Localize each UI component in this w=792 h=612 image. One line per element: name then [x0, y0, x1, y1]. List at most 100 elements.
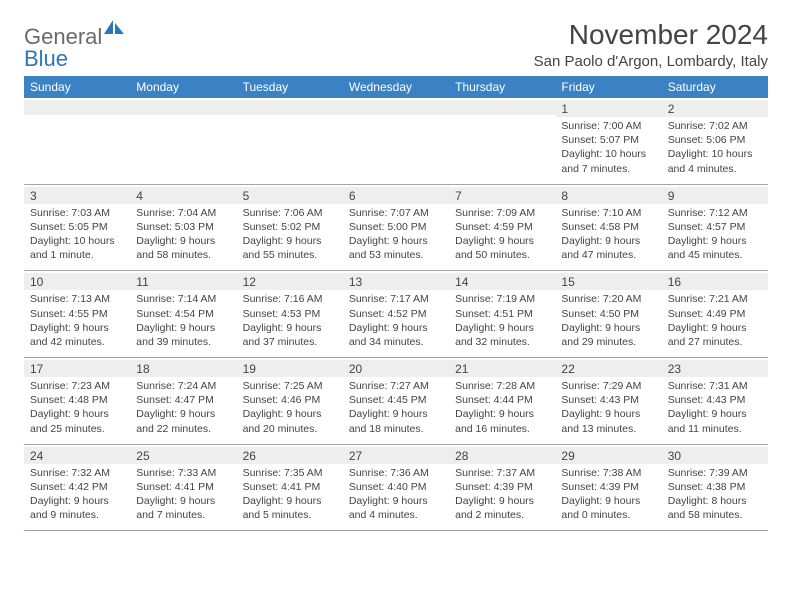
dow-tue: Tuesday [237, 76, 343, 98]
dow-fri: Friday [555, 76, 661, 98]
sunrise-text: Sunrise: 7:20 AM [561, 292, 655, 306]
sunset-text: Sunset: 4:42 PM [30, 480, 124, 494]
day-info: Sunrise: 7:33 AMSunset: 4:41 PMDaylight:… [136, 466, 230, 523]
day-info: Sunrise: 7:12 AMSunset: 4:57 PMDaylight:… [668, 206, 762, 263]
day-cell: 5Sunrise: 7:06 AMSunset: 5:02 PMDaylight… [237, 184, 343, 271]
day-cell: 7Sunrise: 7:09 AMSunset: 4:59 PMDaylight… [449, 184, 555, 271]
day-info: Sunrise: 7:39 AMSunset: 4:38 PMDaylight:… [668, 466, 762, 523]
location-label: San Paolo d'Argon, Lombardy, Italy [534, 53, 768, 70]
day-cell: 17Sunrise: 7:23 AMSunset: 4:48 PMDayligh… [24, 358, 130, 445]
day-number: 21 [449, 360, 555, 377]
sunrise-text: Sunrise: 7:21 AM [668, 292, 762, 306]
daylight-text: Daylight: 9 hours and 32 minutes. [455, 321, 549, 349]
day-number: 12 [237, 273, 343, 290]
day-info: Sunrise: 7:38 AMSunset: 4:39 PMDaylight:… [561, 466, 655, 523]
sunset-text: Sunset: 4:41 PM [136, 480, 230, 494]
sunrise-text: Sunrise: 7:07 AM [349, 206, 443, 220]
sunrise-text: Sunrise: 7:19 AM [455, 292, 549, 306]
sunset-text: Sunset: 5:00 PM [349, 220, 443, 234]
sunrise-text: Sunrise: 7:00 AM [561, 119, 655, 133]
daylight-text: Daylight: 10 hours and 1 minute. [30, 234, 124, 262]
day-number: 19 [237, 360, 343, 377]
day-cell: 24Sunrise: 7:32 AMSunset: 4:42 PMDayligh… [24, 444, 130, 530]
sunset-text: Sunset: 4:40 PM [349, 480, 443, 494]
sunrise-text: Sunrise: 7:09 AM [455, 206, 549, 220]
daylight-text: Daylight: 9 hours and 27 minutes. [668, 321, 762, 349]
brand-text: General Blue [24, 26, 126, 70]
day-number [237, 100, 343, 115]
day-cell: 29Sunrise: 7:38 AMSunset: 4:39 PMDayligh… [555, 444, 661, 530]
daylight-text: Daylight: 10 hours and 7 minutes. [561, 147, 655, 175]
day-number: 4 [130, 187, 236, 204]
day-cell: 10Sunrise: 7:13 AMSunset: 4:55 PMDayligh… [24, 271, 130, 358]
day-info: Sunrise: 7:14 AMSunset: 4:54 PMDaylight:… [136, 292, 230, 349]
daylight-text: Daylight: 9 hours and 16 minutes. [455, 407, 549, 435]
day-info: Sunrise: 7:10 AMSunset: 4:58 PMDaylight:… [561, 206, 655, 263]
day-cell: 12Sunrise: 7:16 AMSunset: 4:53 PMDayligh… [237, 271, 343, 358]
day-number: 28 [449, 447, 555, 464]
day-number: 18 [130, 360, 236, 377]
sunset-text: Sunset: 4:53 PM [243, 307, 337, 321]
day-number: 14 [449, 273, 555, 290]
dow-row: Sunday Monday Tuesday Wednesday Thursday… [24, 76, 768, 98]
day-number: 10 [24, 273, 130, 290]
day-cell: 27Sunrise: 7:36 AMSunset: 4:40 PMDayligh… [343, 444, 449, 530]
day-number: 3 [24, 187, 130, 204]
dow-wed: Wednesday [343, 76, 449, 98]
day-cell: 1Sunrise: 7:00 AMSunset: 5:07 PMDaylight… [555, 98, 661, 184]
dow-mon: Monday [130, 76, 236, 98]
daylight-text: Daylight: 9 hours and 45 minutes. [668, 234, 762, 262]
day-info: Sunrise: 7:36 AMSunset: 4:40 PMDaylight:… [349, 466, 443, 523]
daylight-text: Daylight: 9 hours and 47 minutes. [561, 234, 655, 262]
daylight-text: Daylight: 9 hours and 13 minutes. [561, 407, 655, 435]
day-number: 17 [24, 360, 130, 377]
sunrise-text: Sunrise: 7:13 AM [30, 292, 124, 306]
day-number: 24 [24, 447, 130, 464]
week-row: 1Sunrise: 7:00 AMSunset: 5:07 PMDaylight… [24, 98, 768, 184]
sunset-text: Sunset: 4:39 PM [455, 480, 549, 494]
day-number: 30 [662, 447, 768, 464]
day-info: Sunrise: 7:07 AMSunset: 5:00 PMDaylight:… [349, 206, 443, 263]
daylight-text: Daylight: 9 hours and 50 minutes. [455, 234, 549, 262]
month-title: November 2024 [534, 20, 768, 51]
sunrise-text: Sunrise: 7:37 AM [455, 466, 549, 480]
day-info: Sunrise: 7:00 AMSunset: 5:07 PMDaylight:… [561, 119, 655, 176]
day-number: 2 [662, 100, 768, 117]
sunset-text: Sunset: 4:43 PM [561, 393, 655, 407]
calendar-table: Sunday Monday Tuesday Wednesday Thursday… [24, 76, 768, 530]
day-cell: 3Sunrise: 7:03 AMSunset: 5:05 PMDaylight… [24, 184, 130, 271]
header-row: General Blue November 2024 San Paolo d'A… [24, 20, 768, 70]
sunset-text: Sunset: 5:03 PM [136, 220, 230, 234]
day-number [24, 100, 130, 115]
day-cell: 6 Sunrise: 7:07 AMSunset: 5:00 PMDaylight… [343, 184, 449, 271]
day-cell: 15Sunrise: 7:20 AMSunset: 4:50 PMDayligh… [555, 271, 661, 358]
sunrise-text: Sunrise: 7:39 AM [668, 466, 762, 480]
sunset-text: Sunset: 4:38 PM [668, 480, 762, 494]
daylight-text: Daylight: 9 hours and 34 minutes. [349, 321, 443, 349]
daylight-text: Daylight: 9 hours and 5 minutes. [243, 494, 337, 522]
daylight-text: Daylight: 9 hours and 11 minutes. [668, 407, 762, 435]
week-row: 24Sunrise: 7:32 AMSunset: 4:42 PMDayligh… [24, 444, 768, 530]
bottom-rule [24, 530, 768, 531]
sunrise-text: Sunrise: 7:35 AM [243, 466, 337, 480]
day-info: Sunrise: 7:31 AMSunset: 4:43 PMDaylight:… [668, 379, 762, 436]
sunrise-text: Sunrise: 7:04 AM [136, 206, 230, 220]
brand-logo: General Blue [24, 20, 126, 70]
sunrise-text: Sunrise: 7:25 AM [243, 379, 337, 393]
brand-word2: Blue [24, 46, 68, 71]
day-number: 6 [343, 187, 449, 204]
daylight-text: Daylight: 9 hours and 53 minutes. [349, 234, 443, 262]
sunrise-text: Sunrise: 7:06 AM [243, 206, 337, 220]
sunset-text: Sunset: 4:58 PM [561, 220, 655, 234]
day-cell: 8Sunrise: 7:10 AMSunset: 4:58 PMDaylight… [555, 184, 661, 271]
daylight-text: Daylight: 9 hours and 2 minutes. [455, 494, 549, 522]
sunset-text: Sunset: 4:50 PM [561, 307, 655, 321]
day-number: 16 [662, 273, 768, 290]
day-cell [449, 98, 555, 184]
day-cell: 25Sunrise: 7:33 AMSunset: 4:41 PMDayligh… [130, 444, 236, 530]
sunrise-text: Sunrise: 7:31 AM [668, 379, 762, 393]
daylight-text: Daylight: 9 hours and 29 minutes. [561, 321, 655, 349]
day-info: Sunrise: 7:19 AMSunset: 4:51 PMDaylight:… [455, 292, 549, 349]
day-cell: 30 Sunrise: 7:39 AMSunset: 4:38 PMDayligh… [662, 444, 768, 530]
day-info: Sunrise: 7:24 AMSunset: 4:47 PMDaylight:… [136, 379, 230, 436]
